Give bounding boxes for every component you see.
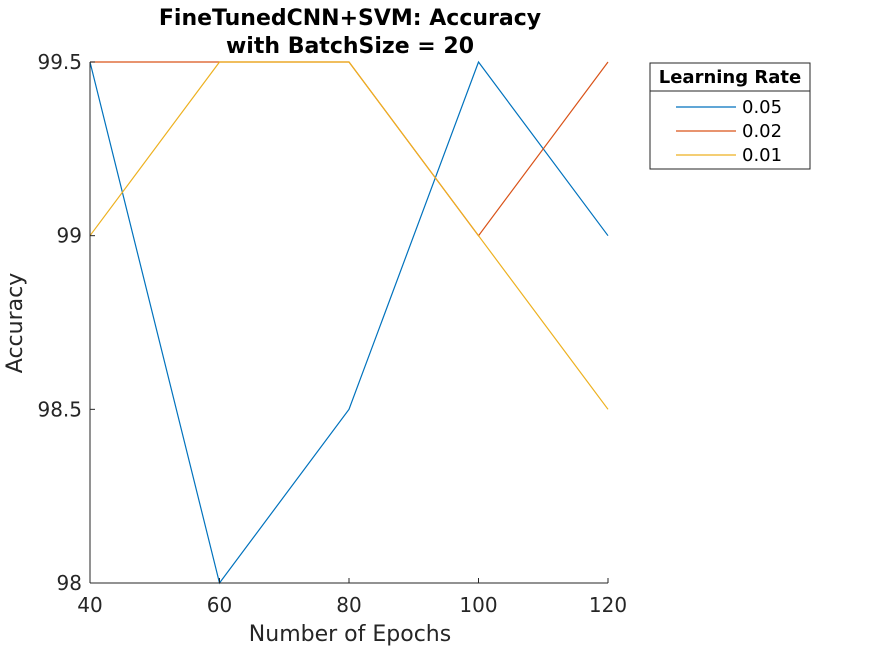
series-line-0.01 [89,61,609,410]
x-tick-label: 100 [459,593,497,617]
y-tick-label: 98 [57,571,82,595]
legend-title: Learning Rate [659,67,801,88]
y-tick-label: 99.5 [37,50,82,74]
x-tick-label: 120 [589,593,627,617]
legend: Learning Rate 0.05 0.02 0.01 [649,62,811,170]
legend-entry: 0.02 [676,121,782,142]
series-layer [89,60,609,585]
legend-label: 0.02 [742,121,782,142]
chart-title-line-1: FineTunedCNN+SVM: Accuracy [159,6,541,31]
legend-label: 0.05 [742,97,782,118]
tick-layer: 40 60 80 100 120 98 98.5 99 99.5 [37,50,627,617]
legend-entries: 0.05 0.02 0.01 [676,97,782,166]
legend-entry: 0.05 [676,97,782,118]
x-tick-label: 80 [336,593,361,617]
legend-entry: 0.01 [676,145,782,166]
legend-label: 0.01 [742,145,782,166]
y-tick-label: 99 [57,224,82,248]
series-line-0.05 [89,60,609,585]
x-axis-title: Number of Epochs [249,622,451,647]
y-tick-label: 98.5 [37,397,82,421]
legend-box [649,62,811,170]
x-tick-label: 60 [207,593,232,617]
x-tick-label: 40 [77,593,102,617]
y-axis-title: Accuracy [3,273,28,373]
chart-title-line-2: with BatchSize = 20 [226,34,474,59]
